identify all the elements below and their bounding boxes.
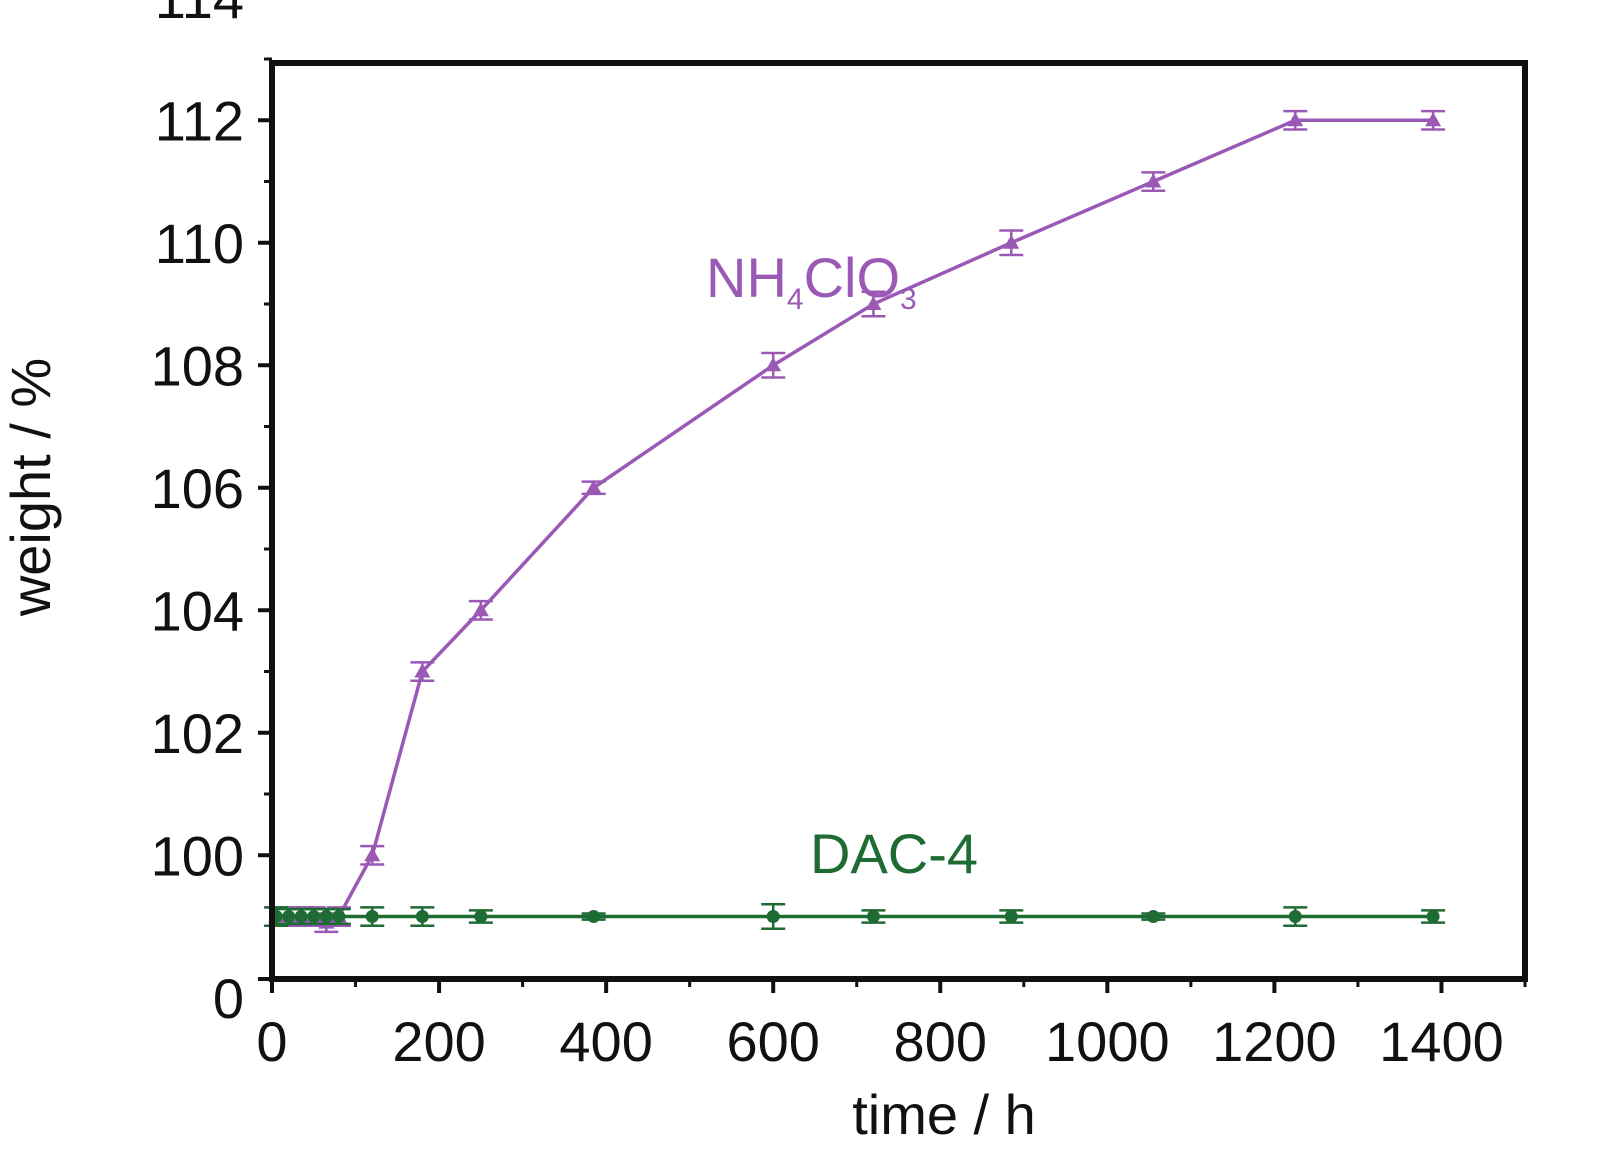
data-point [1287, 112, 1304, 127]
y-tick-label: 112 [155, 89, 244, 152]
series-line [276, 118, 1434, 925]
x-tick-label: 1400 [1379, 1010, 1504, 1073]
label-sub-3: 3 [900, 283, 917, 316]
x-tick-label: 400 [559, 1010, 652, 1073]
data-point [365, 910, 379, 923]
x-axis-title: time / h [852, 1083, 1036, 1146]
x-tick-label: 800 [894, 1010, 987, 1073]
data-point [414, 663, 431, 678]
data-point [415, 910, 429, 923]
series-0 [264, 109, 1446, 934]
y-tick-label: 108 [151, 334, 244, 397]
y-tick-label: 104 [151, 579, 244, 642]
data-point [865, 296, 882, 310]
label-part-nh: NH [706, 246, 787, 309]
x-tick-label: 0 [256, 1010, 287, 1073]
y-tick-label: 100 [151, 824, 244, 887]
data-point [765, 357, 782, 372]
series-label-nh4clo3: NH4ClO3 [706, 246, 917, 316]
label-part-clo: ClO [804, 246, 900, 309]
data-point [472, 602, 489, 617]
y-tick-label: 110 [155, 212, 244, 275]
data-point [1146, 910, 1160, 923]
x-tick-label: 600 [726, 1010, 819, 1073]
data-point [1145, 173, 1162, 188]
data-point [1003, 234, 1020, 249]
data-point [282, 910, 296, 923]
data-point [1004, 910, 1018, 923]
data-point [585, 479, 602, 494]
tick-labels: 0 200 400 600 800 1000 1200 1400 100 102 104 106 108… [151, 0, 1504, 1073]
y-bottom-label: 0 [213, 967, 244, 1030]
data-point [766, 910, 780, 923]
data-point [474, 910, 488, 923]
data-point [364, 847, 381, 862]
data-point [319, 910, 333, 923]
data-point [332, 910, 346, 923]
data-point [866, 910, 880, 923]
data-point [587, 910, 601, 923]
y-tick-label: 106 [151, 457, 244, 520]
y-tick-label: 114 [155, 0, 244, 30]
label-sub-4: 4 [787, 283, 804, 316]
data-point [1426, 910, 1440, 923]
data-point [1288, 910, 1302, 923]
data-point [307, 910, 321, 923]
plot-frame [269, 60, 1528, 982]
series-layer [264, 109, 1446, 934]
series-label-dac4: DAC-4 [810, 822, 978, 885]
data-point [1425, 112, 1442, 127]
x-tick-label: 1000 [1045, 1010, 1170, 1073]
y-axis-title: weight / % [0, 358, 62, 617]
x-tick-label: 1200 [1212, 1010, 1337, 1073]
data-point [294, 910, 308, 923]
x-tick-label: 200 [392, 1010, 485, 1073]
y-tick-label: 102 [151, 702, 244, 765]
series-1 [264, 903, 1446, 930]
